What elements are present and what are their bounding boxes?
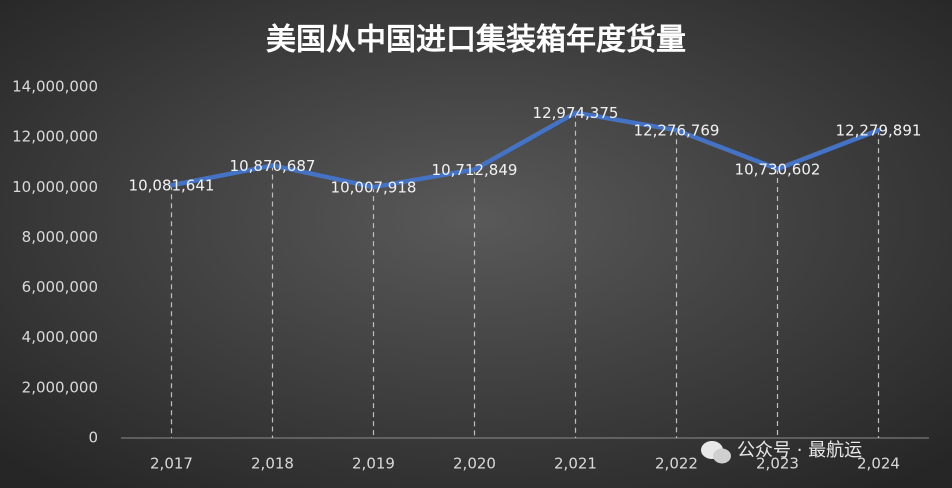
data-label: 12,279,891 <box>836 122 922 140</box>
chart-title: 美国从中国进口集装箱年度货量 <box>266 23 686 58</box>
data-label: 10,007,918 <box>331 179 417 197</box>
y-tick-label: 14,000,000 <box>12 78 98 96</box>
data-label: 10,712,849 <box>432 161 518 179</box>
y-tick-label: 6,000,000 <box>22 278 98 296</box>
data-label: 12,974,375 <box>533 104 619 122</box>
x-tick-label: 2,023 <box>756 455 799 473</box>
x-tick-label: 2,018 <box>251 455 294 473</box>
data-label: 12,276,769 <box>634 122 720 140</box>
series-line <box>169 110 881 190</box>
data-label: 10,730,602 <box>735 160 821 178</box>
data-label: 10,081,641 <box>129 177 215 195</box>
x-tick-label: 2,019 <box>352 455 395 473</box>
x-tick-label: 2,017 <box>150 455 193 473</box>
y-tick-label: 4,000,000 <box>22 328 98 346</box>
y-tick-label: 0 <box>88 429 98 447</box>
x-tick-label: 2,020 <box>453 455 496 473</box>
y-tick-label: 8,000,000 <box>22 228 98 246</box>
watermark-group: 公众号 · 最航运 <box>701 440 862 464</box>
y-tick-label: 12,000,000 <box>12 128 98 146</box>
y-tick-label: 10,000,000 <box>12 178 98 196</box>
y-tick-label: 2,000,000 <box>22 378 98 396</box>
x-tick-label: 2,024 <box>857 455 900 473</box>
data-label: 10,870,687 <box>230 157 316 175</box>
x-tick-label: 2,022 <box>655 455 698 473</box>
x-tick-label: 2,021 <box>554 455 597 473</box>
watermark: 公众号 · 最航运 <box>737 440 862 461</box>
watermark-icon <box>713 448 731 464</box>
